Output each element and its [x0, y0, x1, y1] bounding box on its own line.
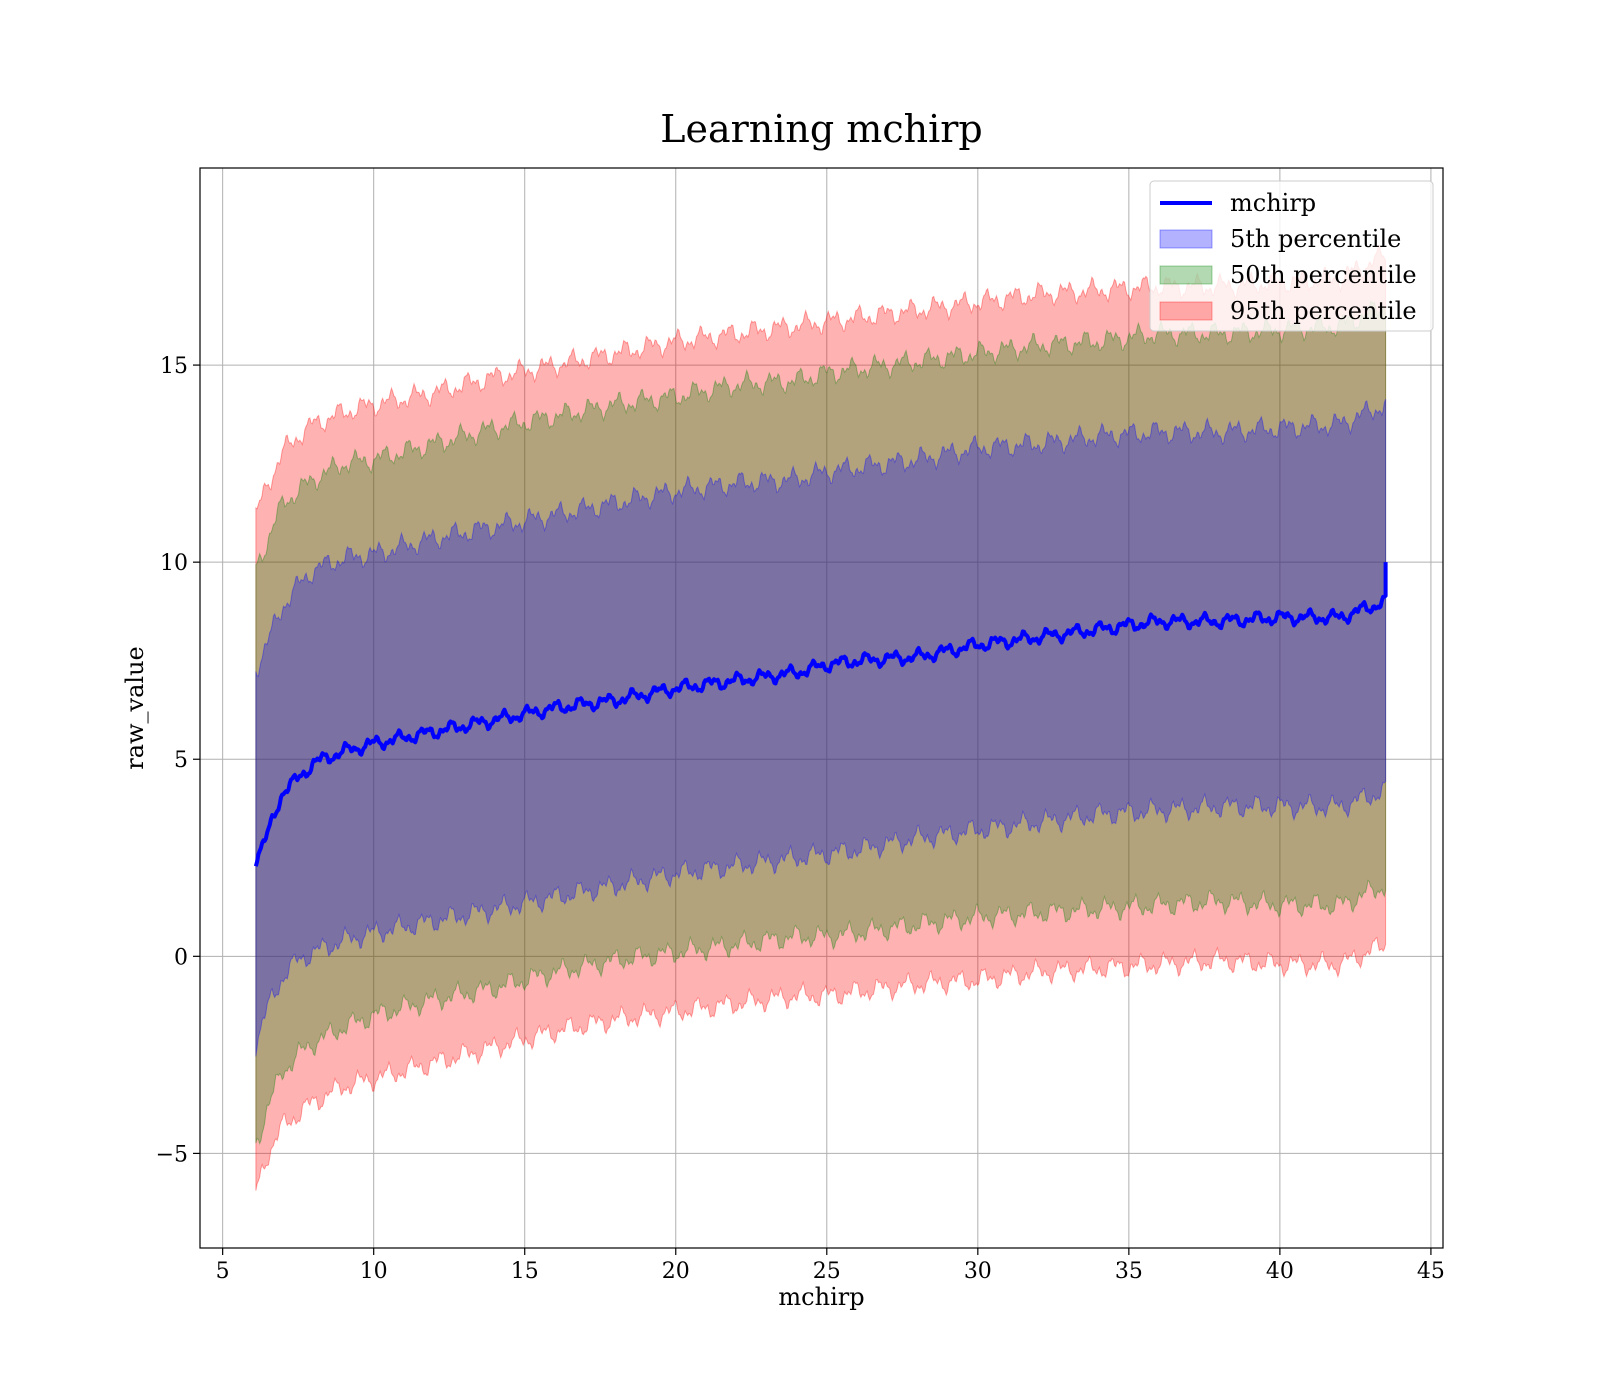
- y-tick-label: 0: [174, 945, 188, 970]
- x-tick-label: 25: [813, 1259, 841, 1284]
- legend-label: 5th percentile: [1230, 225, 1401, 253]
- band-95th-percentile: [255, 244, 1387, 1191]
- y-tick-label: 10: [160, 551, 188, 576]
- chart-title: Learning mchirp: [660, 107, 982, 151]
- legend-swatch-band: [1159, 265, 1213, 285]
- legend-label: mchirp: [1230, 189, 1316, 217]
- percentile-bands: [255, 244, 1387, 1191]
- y-axis-label: raw_value: [121, 646, 149, 770]
- x-tick-label: 35: [1115, 1259, 1143, 1284]
- x-tick-label: 15: [511, 1259, 539, 1284]
- legend: mchirp 5th percentile 50th percentile 95th …: [1149, 180, 1434, 332]
- plot-frame: [199, 167, 1444, 1249]
- legend-swatch-band: [1159, 229, 1213, 249]
- legend-swatch-band: [1159, 301, 1213, 321]
- legend-box: [1149, 180, 1434, 332]
- band-50th-percentile: [255, 300, 1387, 1146]
- axis-ticks: 5 10 15 20 25 30 35 40 45 −5 0 5 10 15: [156, 354, 1445, 1284]
- mean-line-layer: [253, 562, 1388, 867]
- x-axis-label: mchirp: [778, 1283, 864, 1311]
- y-tick-label: 5: [174, 748, 188, 773]
- y-tick-label: 15: [160, 354, 188, 379]
- y-tick-label: −5: [156, 1142, 188, 1167]
- legend-label: 95th percentile: [1230, 297, 1417, 325]
- x-tick-label: 20: [662, 1259, 690, 1284]
- x-tick-label: 45: [1417, 1259, 1445, 1284]
- x-tick-label: 5: [216, 1259, 230, 1284]
- x-tick-label: 30: [964, 1259, 992, 1284]
- legend-label: 50th percentile: [1230, 261, 1417, 289]
- x-tick-label: 40: [1266, 1259, 1294, 1284]
- x-tick-label: 10: [360, 1259, 388, 1284]
- mean-line-mchirp: [253, 562, 1388, 867]
- grid-layer: [200, 168, 1443, 1248]
- band-5th-percentile: [255, 399, 1387, 1057]
